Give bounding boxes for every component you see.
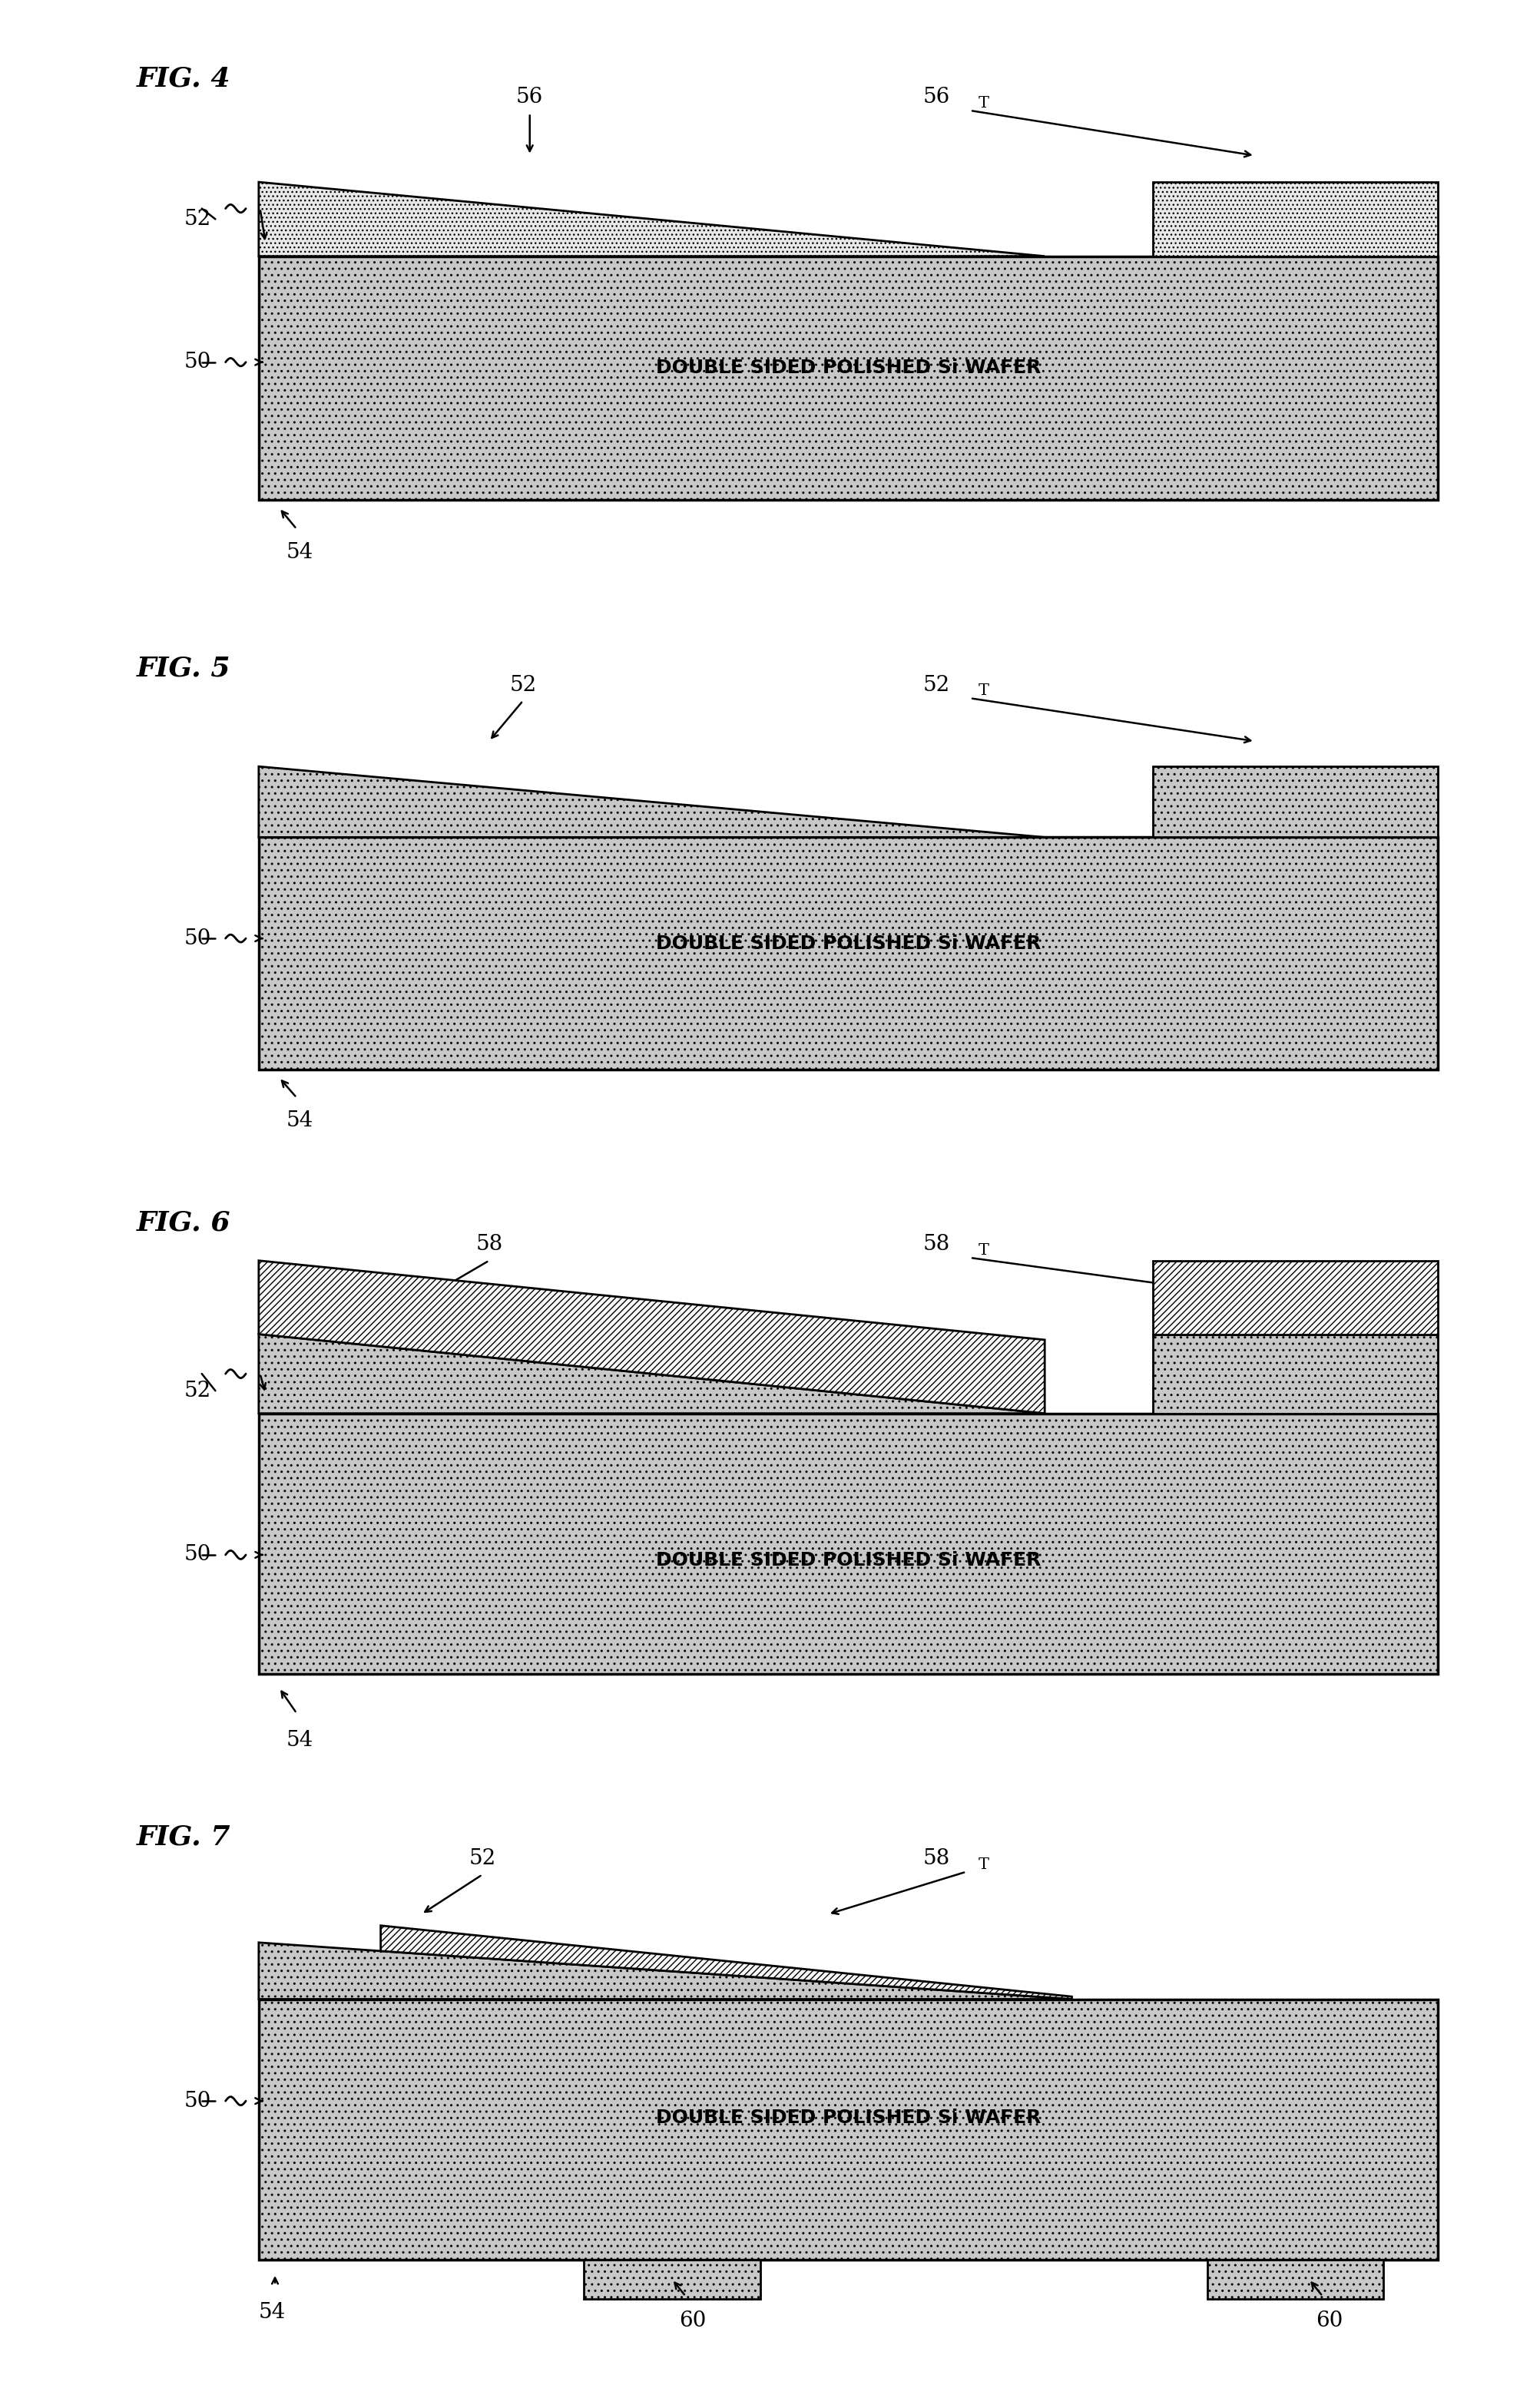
Text: DOUBLE SIDED POLISHED Si WAFER: DOUBLE SIDED POLISHED Si WAFER bbox=[656, 934, 1041, 954]
Text: FIG. 6: FIG. 6 bbox=[137, 1209, 231, 1235]
Bar bbox=[1153, 1334, 1438, 1413]
Text: T: T bbox=[978, 96, 989, 111]
Polygon shape bbox=[259, 1943, 1072, 1999]
Text: 58: 58 bbox=[922, 1849, 950, 1869]
Text: 50: 50 bbox=[185, 1544, 211, 1565]
Text: 52: 52 bbox=[185, 1380, 211, 1401]
Text: 58: 58 bbox=[922, 1235, 950, 1255]
Polygon shape bbox=[380, 1926, 1072, 1999]
Text: 50: 50 bbox=[185, 2090, 211, 2112]
Text: 52: 52 bbox=[468, 1849, 496, 1869]
Bar bbox=[1207, 2259, 1383, 2300]
Text: 54: 54 bbox=[286, 1731, 313, 1751]
Bar bbox=[259, 1999, 1438, 2259]
Bar bbox=[259, 1413, 1438, 1674]
Text: 50: 50 bbox=[185, 927, 211, 949]
Bar bbox=[259, 255, 1438, 501]
Text: 58: 58 bbox=[476, 1235, 502, 1255]
Text: T: T bbox=[978, 684, 989, 698]
Bar bbox=[584, 2259, 761, 2300]
Bar bbox=[259, 838, 1438, 1069]
Polygon shape bbox=[259, 1262, 1044, 1413]
Text: 54: 54 bbox=[259, 2302, 286, 2324]
Text: FIG. 4: FIG. 4 bbox=[137, 65, 231, 92]
Text: 54: 54 bbox=[286, 542, 313, 563]
Polygon shape bbox=[259, 183, 1044, 255]
Text: FIG. 5: FIG. 5 bbox=[137, 655, 231, 681]
Text: FIG. 7: FIG. 7 bbox=[137, 1823, 231, 1849]
Bar bbox=[1153, 1262, 1438, 1334]
Polygon shape bbox=[259, 1334, 1044, 1413]
Text: 54: 54 bbox=[286, 1110, 313, 1132]
Polygon shape bbox=[259, 766, 1044, 838]
Text: 56: 56 bbox=[922, 87, 950, 108]
Text: 60: 60 bbox=[1315, 2309, 1343, 2331]
Text: 56: 56 bbox=[516, 87, 544, 108]
Text: T: T bbox=[978, 1243, 989, 1257]
Text: T: T bbox=[978, 1857, 989, 1871]
Text: 52: 52 bbox=[510, 674, 536, 696]
Text: 60: 60 bbox=[679, 2309, 705, 2331]
Text: DOUBLE SIDED POLISHED Si WAFER: DOUBLE SIDED POLISHED Si WAFER bbox=[656, 1551, 1041, 1570]
Bar bbox=[1153, 183, 1438, 255]
Text: DOUBLE SIDED POLISHED Si WAFER: DOUBLE SIDED POLISHED Si WAFER bbox=[656, 2109, 1041, 2126]
Text: DOUBLE SIDED POLISHED Si WAFER: DOUBLE SIDED POLISHED Si WAFER bbox=[656, 359, 1041, 376]
Text: 52: 52 bbox=[185, 209, 211, 229]
Bar bbox=[1153, 766, 1438, 838]
Text: 52: 52 bbox=[922, 674, 950, 696]
Text: 50: 50 bbox=[185, 352, 211, 373]
